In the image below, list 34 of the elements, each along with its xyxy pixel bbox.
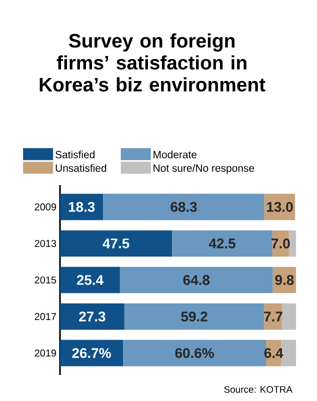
bar <box>124 303 264 330</box>
bar <box>120 266 273 294</box>
legend-label: Satisfied <box>56 150 95 158</box>
data-label: 64.8 <box>183 275 210 285</box>
y-tick-label: 2009 <box>34 203 56 210</box>
data-label: 27.3 <box>79 312 106 322</box>
chart-title: Survey on foreign firms’ satisfaction in Korea’s biz environment <box>40 33 266 92</box>
legend-label: Unsatisfied <box>56 164 106 172</box>
bar <box>282 303 296 330</box>
data-label: 60.6% <box>175 348 214 358</box>
bar <box>103 194 264 220</box>
y-tick-label: 2013 <box>34 240 56 247</box>
legend-label: Not sure/No response <box>154 164 254 174</box>
bar <box>172 230 272 257</box>
bar <box>60 230 172 257</box>
bar <box>60 266 120 294</box>
data-label: 68.3 <box>170 202 197 212</box>
legend-label: Moderate <box>154 150 197 158</box>
data-label: 7.7 <box>264 312 282 322</box>
bar <box>60 340 124 366</box>
data-label: 18.3 <box>68 202 95 212</box>
data-label: 26.7% <box>72 348 111 358</box>
data-label: 25.4 <box>76 275 104 285</box>
data-label: 47.5 <box>102 238 130 248</box>
data-label: 42.5 <box>208 238 236 248</box>
bar <box>60 303 124 330</box>
y-tick-label: 2017 <box>34 313 56 320</box>
source-note: Source: KOTRA <box>224 386 292 393</box>
bar <box>288 230 296 257</box>
data-label: 59.2 <box>181 312 208 322</box>
data-label: 9.8 <box>275 275 294 285</box>
y-tick-label: 2015 <box>34 276 56 284</box>
data-label: 13.0 <box>267 202 293 212</box>
y-tick-label: 2019 <box>34 350 56 357</box>
